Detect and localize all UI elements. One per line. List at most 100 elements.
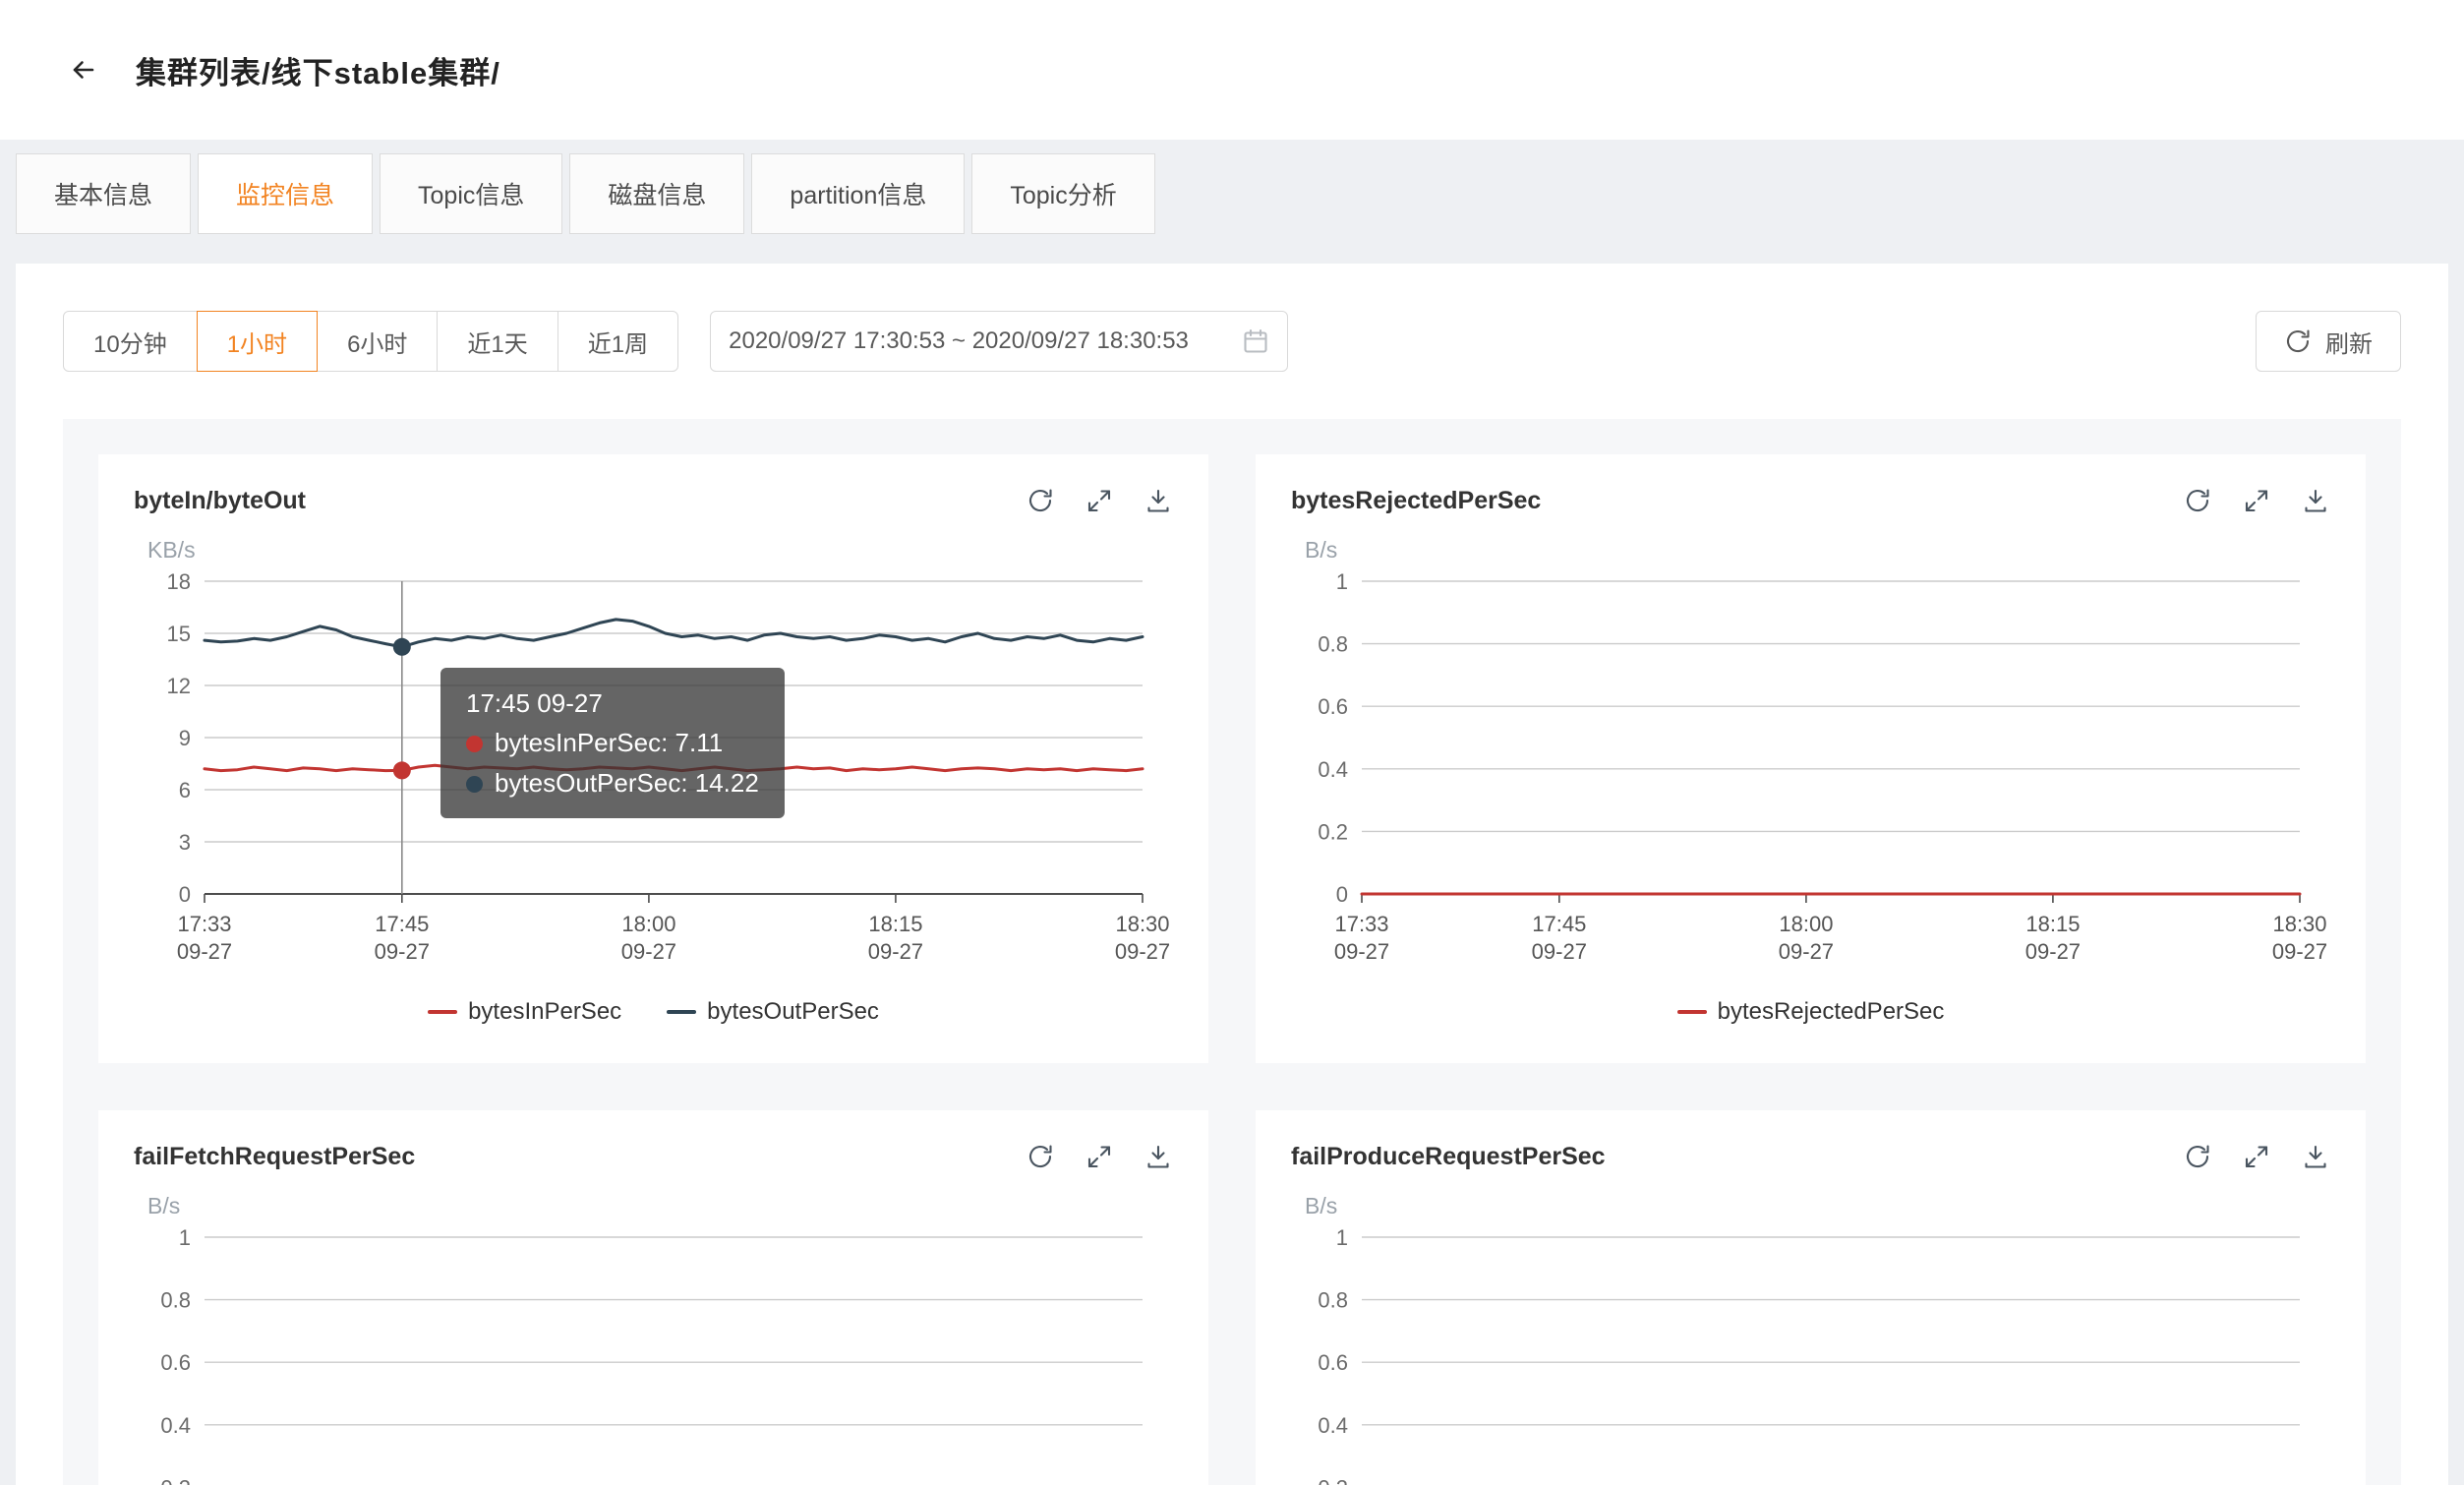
tab-label: 监控信息 bbox=[236, 182, 335, 209]
range-6hour[interactable]: 6小时 bbox=[317, 311, 439, 372]
svg-text:17:45: 17:45 bbox=[375, 912, 429, 936]
legend-label: bytesRejectedPerSec bbox=[1717, 998, 1945, 1025]
chart-canvas: 00.20.40.60.8117:3309-2717:4509-2718:000… bbox=[134, 1225, 1173, 1485]
page-header: 集群列表/线下stable集群/ bbox=[0, 0, 2464, 140]
svg-text:0: 0 bbox=[179, 882, 191, 907]
tab-basic-info[interactable]: 基本信息 bbox=[16, 153, 192, 234]
tab-topic-analysis[interactable]: Topic分析 bbox=[971, 153, 1155, 234]
svg-text:0.6: 0.6 bbox=[160, 1350, 191, 1375]
tab-label: partition信息 bbox=[790, 182, 927, 209]
chart-download-icon[interactable] bbox=[2301, 486, 2330, 515]
back-button[interactable] bbox=[61, 48, 104, 91]
chart-card-failfetch: failFetchRequestPerSec B/s 00.20.40.60.8… bbox=[98, 1110, 1208, 1485]
tab-monitor-info[interactable]: 监控信息 bbox=[198, 153, 374, 234]
range-1week[interactable]: 近1周 bbox=[557, 311, 679, 372]
svg-text:09-27: 09-27 bbox=[177, 939, 232, 964]
svg-text:18:15: 18:15 bbox=[868, 912, 922, 936]
main-panel: 10分钟 1小时 6小时 近1天 近1周 2020/09/27 17:30:53… bbox=[16, 264, 2448, 1485]
svg-text:0.2: 0.2 bbox=[1318, 819, 1348, 844]
svg-text:9: 9 bbox=[179, 726, 191, 750]
svg-text:0.2: 0.2 bbox=[160, 1475, 191, 1485]
range-1hour[interactable]: 1小时 bbox=[196, 311, 319, 372]
svg-text:1: 1 bbox=[1336, 1225, 1348, 1250]
svg-text:15: 15 bbox=[167, 622, 191, 646]
chart-refresh-icon[interactable] bbox=[2183, 486, 2212, 515]
svg-text:18:30: 18:30 bbox=[1115, 912, 1169, 936]
date-range-picker[interactable]: 2020/09/27 17:30:53 ~ 2020/09/27 18:30:5… bbox=[710, 311, 1289, 372]
svg-text:09-27: 09-27 bbox=[1532, 939, 1587, 964]
legend-item-bytesoutpersec[interactable]: bytesOutPerSec bbox=[667, 998, 879, 1026]
line-chart[interactable]: 00.20.40.60.8117:3309-2717:4509-2718:000… bbox=[1291, 569, 2329, 975]
chart-legend: bytesRejectedPerSec bbox=[1291, 998, 2330, 1026]
tab-bar: 基本信息 监控信息 Topic信息 磁盘信息 partition信息 Topic… bbox=[0, 153, 2464, 234]
svg-text:0.2: 0.2 bbox=[1318, 1475, 1348, 1485]
legend-item-bytesinpersec[interactable]: bytesInPerSec bbox=[428, 998, 621, 1026]
tab-label: 基本信息 bbox=[54, 182, 153, 209]
chart-title: failFetchRequestPerSec bbox=[134, 1142, 416, 1170]
svg-text:09-27: 09-27 bbox=[621, 939, 676, 964]
y-axis-unit: B/s bbox=[1305, 537, 1338, 563]
chart-fullscreen-icon[interactable] bbox=[1085, 1142, 1114, 1171]
series-dot bbox=[466, 775, 483, 793]
legend-label: bytesOutPerSec bbox=[707, 998, 879, 1025]
chart-refresh-icon[interactable] bbox=[1026, 486, 1055, 515]
line-chart[interactable]: 00.20.40.60.8117:3309-2717:4509-2718:000… bbox=[1291, 1225, 2329, 1485]
svg-text:17:33: 17:33 bbox=[1334, 912, 1388, 936]
chart-tooltip: 17:45 09-27 bytesInPerSec: 7.11 bytesOut… bbox=[440, 668, 785, 818]
tooltip-text: bytesInPerSec: 7.11 bbox=[495, 728, 724, 758]
y-axis-unit: B/s bbox=[147, 1193, 181, 1218]
chart-fullscreen-icon[interactable] bbox=[2242, 1142, 2271, 1171]
chart-actions bbox=[2183, 486, 2330, 515]
tooltip-row: bytesOutPerSec: 14.22 bbox=[466, 763, 759, 802]
time-range-group: 10分钟 1小时 6小时 近1天 近1周 bbox=[63, 311, 679, 372]
tab-topic-info[interactable]: Topic信息 bbox=[380, 153, 563, 234]
svg-text:6: 6 bbox=[179, 778, 191, 802]
refresh-button[interactable]: 刷新 bbox=[2256, 311, 2401, 372]
chart-grid: byteIn/byteOut KB/s 0 3 6 9 12 15 18 17:33 09-27… bbox=[63, 419, 2401, 1485]
svg-text:0.8: 0.8 bbox=[1318, 1288, 1348, 1313]
chart-refresh-icon[interactable] bbox=[2183, 1142, 2212, 1171]
chart-download-icon[interactable] bbox=[2301, 1142, 2330, 1171]
chart-title: byteIn/byteOut bbox=[134, 486, 307, 514]
svg-text:17:33: 17:33 bbox=[177, 912, 231, 936]
range-1day[interactable]: 近1天 bbox=[437, 311, 558, 372]
breadcrumb: 集群列表/线下stable集群/ bbox=[136, 55, 500, 90]
chart-fullscreen-icon[interactable] bbox=[1085, 486, 1114, 515]
svg-text:0: 0 bbox=[1336, 882, 1348, 907]
tooltip-text: bytesOutPerSec: 14.22 bbox=[495, 767, 759, 798]
calendar-icon bbox=[1242, 327, 1269, 355]
svg-text:18:00: 18:00 bbox=[1779, 912, 1833, 936]
tab-label: Topic分析 bbox=[1010, 182, 1117, 209]
range-10min[interactable]: 10分钟 bbox=[63, 311, 198, 372]
tab-partition-info[interactable]: partition信息 bbox=[751, 153, 966, 234]
legend-swatch bbox=[1676, 1010, 1707, 1014]
tab-label: Topic信息 bbox=[418, 182, 525, 209]
tab-label: 磁盘信息 bbox=[608, 182, 707, 209]
chart-card-failproduce: failProduceRequestPerSec B/s 00.20.40.60… bbox=[1256, 1110, 2366, 1485]
chart-canvas: 00.20.40.60.8117:3309-2717:4509-2718:000… bbox=[1291, 1225, 2330, 1485]
svg-text:0.6: 0.6 bbox=[1318, 1350, 1348, 1375]
tab-disk-info[interactable]: 磁盘信息 bbox=[569, 153, 745, 234]
svg-text:0.8: 0.8 bbox=[1318, 632, 1348, 657]
chart-download-icon[interactable] bbox=[1144, 486, 1173, 515]
line-chart[interactable]: 00.20.40.60.8117:3309-2717:4509-2718:000… bbox=[134, 1225, 1172, 1485]
chart-actions bbox=[1026, 1142, 1173, 1171]
svg-text:0.6: 0.6 bbox=[1318, 694, 1348, 719]
y-axis-unit: B/s bbox=[1305, 1193, 1338, 1218]
chart-fullscreen-icon[interactable] bbox=[2242, 486, 2271, 515]
chart-canvas: 0 3 6 9 12 15 18 17:33 09-27 17:45 09-27 18:00 09-27… bbox=[134, 569, 1173, 975]
legend-swatch bbox=[428, 1010, 458, 1014]
svg-text:1: 1 bbox=[179, 1225, 191, 1250]
chart-refresh-icon[interactable] bbox=[1026, 1142, 1055, 1171]
chart-actions bbox=[2183, 1142, 2330, 1171]
svg-text:09-27: 09-27 bbox=[375, 939, 430, 964]
y-axis-unit: KB/s bbox=[147, 537, 196, 563]
legend-item-bytesrejectedpersec[interactable]: bytesRejectedPerSec bbox=[1676, 998, 1945, 1026]
svg-text:18:30: 18:30 bbox=[2272, 912, 2326, 936]
svg-text:0.4: 0.4 bbox=[1318, 757, 1348, 782]
chart-download-icon[interactable] bbox=[1144, 1142, 1173, 1171]
svg-text:0.4: 0.4 bbox=[160, 1413, 191, 1438]
svg-text:1: 1 bbox=[1336, 569, 1348, 594]
svg-text:09-27: 09-27 bbox=[2272, 939, 2327, 964]
svg-text:09-27: 09-27 bbox=[2025, 939, 2081, 964]
